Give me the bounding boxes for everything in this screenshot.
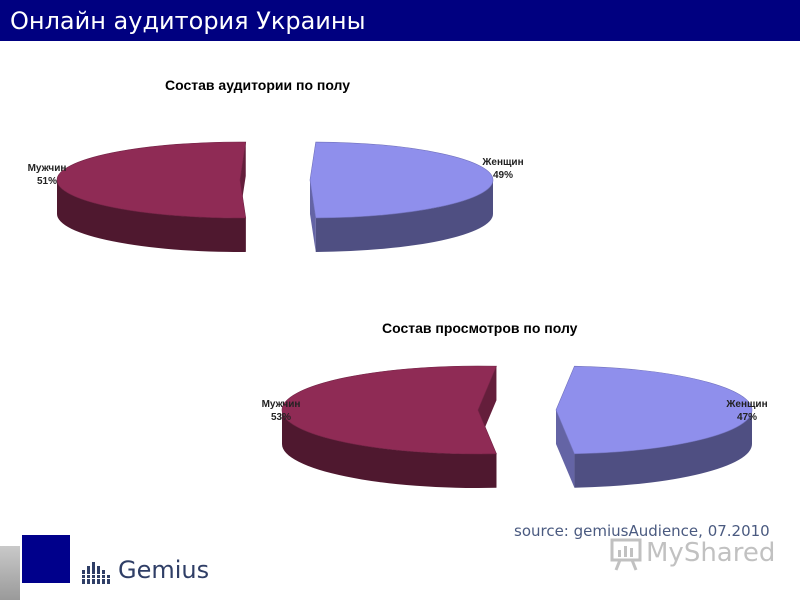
chart-1-label-male: Мужчин 51% <box>20 162 74 188</box>
chart-2-slice-female <box>555 365 753 488</box>
chart-2-label-female-value: 47% <box>736 412 757 423</box>
source-note: source: gemiusAudience, 07.2010 <box>514 522 770 540</box>
chart-1-label-female: Женщин 49% <box>474 156 532 182</box>
chart-1-slice-male <box>56 141 247 252</box>
slice-top <box>309 141 494 219</box>
chart-2-label-male: Мужчин 53% <box>254 398 308 424</box>
slice-top <box>56 141 247 219</box>
chart-1-label-male-value: 51% <box>36 176 57 187</box>
slice-top <box>555 365 753 455</box>
chart-2-label-female: Женщин 47% <box>718 398 776 424</box>
slice-side <box>282 410 497 488</box>
slice-side <box>574 410 752 488</box>
chart-1-label-female-name: Женщин <box>482 157 524 168</box>
slice-top <box>281 365 497 455</box>
slice-side <box>315 180 493 252</box>
slice-side <box>57 180 246 252</box>
chart-1-label-female-value: 49% <box>492 170 513 181</box>
chart-2-title: Состав просмотров по полу <box>382 320 578 336</box>
myshared-logo: MyShared <box>610 536 775 576</box>
chart-2-label-male-value: 53% <box>270 412 291 423</box>
gemius-logo-text: Gemius <box>118 556 210 584</box>
chart-2-slice-male <box>281 365 497 488</box>
title-bar: Онлайн аудитория Украины <box>0 0 800 41</box>
chart-1-slice-female <box>309 141 494 252</box>
corner-square <box>22 535 70 583</box>
chart-1-label-male-name: Мужчин <box>27 163 67 174</box>
presentation-board-icon <box>610 538 642 571</box>
chart-2-label-female-name: Женщин <box>726 399 768 410</box>
page-title: Онлайн аудитория Украины <box>10 7 366 35</box>
corner-decoration <box>0 546 20 600</box>
myshared-logo-text: MyShared <box>646 538 776 568</box>
gemius-bars-icon <box>82 562 116 584</box>
chart-2-label-male-name: Мужчин <box>261 399 301 410</box>
gemius-logo: Gemius <box>82 556 212 596</box>
chart-1-title: Состав аудитории по полу <box>165 77 351 93</box>
